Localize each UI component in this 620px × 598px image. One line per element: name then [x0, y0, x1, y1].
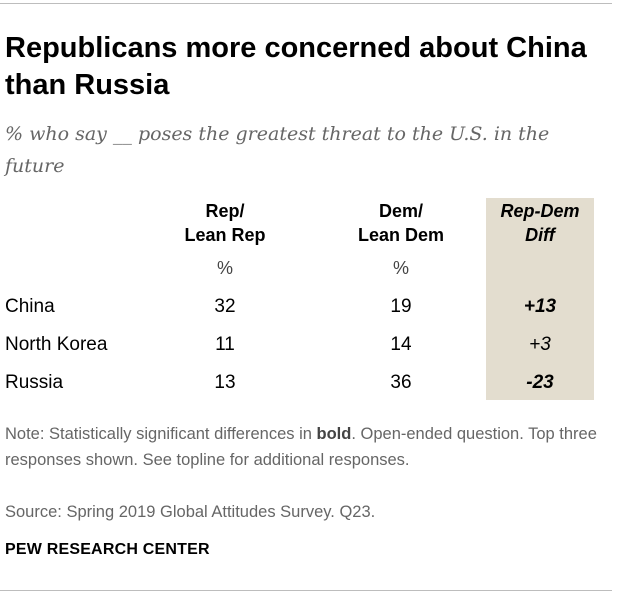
cell-north-korea-dem: 14 — [390, 334, 412, 355]
cell-russia-dem: 36 — [390, 372, 412, 393]
cell-china-diff: +13 — [523, 296, 557, 317]
unit-rep: % — [216, 258, 233, 278]
cell-russia-diff: -23 — [526, 372, 554, 393]
column-header-diff: Rep-Dem Diff — [470, 199, 610, 247]
cell-china-rep: 32 — [214, 296, 236, 317]
diff-column-highlight — [486, 198, 594, 400]
brand-logo-text: PEW RESEARCH CENTER — [5, 541, 210, 558]
column-header-diff-line1: Rep-Dem — [500, 201, 580, 221]
column-header-rep-line2: Lean Rep — [184, 225, 266, 245]
column-header-dem-line2: Lean Dem — [357, 225, 445, 245]
cell-china-dem: 19 — [390, 296, 412, 317]
column-header-dem-line1: Dem/ — [378, 201, 423, 221]
cell-north-korea-rep: 11 — [215, 334, 235, 355]
cell-russia-rep: 13 — [214, 372, 236, 393]
column-header-dem: Dem/ Lean Dem — [331, 199, 471, 247]
bottom-rule — [0, 590, 612, 591]
chart-title: Republicans more concerned about China t… — [5, 32, 587, 101]
column-header-rep: Rep/ Lean Rep — [155, 199, 295, 247]
row-label-russia: Russia — [5, 372, 64, 393]
note-bold-word: bold — [316, 425, 352, 443]
note-suffix: . Open-ended question. Top three respons… — [5, 425, 597, 469]
chart-subtitle: % who say __ poses the greatest threat t… — [5, 123, 550, 177]
cell-north-korea-diff: +3 — [529, 334, 551, 355]
top-rule — [0, 3, 612, 4]
row-label-china: China — [5, 296, 55, 317]
chart-note: Note: Statistically significant differen… — [5, 421, 605, 473]
note-prefix: Note: Statistically significant differen… — [5, 425, 317, 443]
chart-source: Source: Spring 2019 Global Attitudes Sur… — [5, 503, 376, 521]
column-header-diff-line2: Diff — [525, 225, 555, 245]
unit-dem: % — [392, 258, 409, 278]
row-label-north-korea: North Korea — [5, 334, 108, 355]
column-header-rep-line1: Rep/ — [205, 201, 245, 221]
